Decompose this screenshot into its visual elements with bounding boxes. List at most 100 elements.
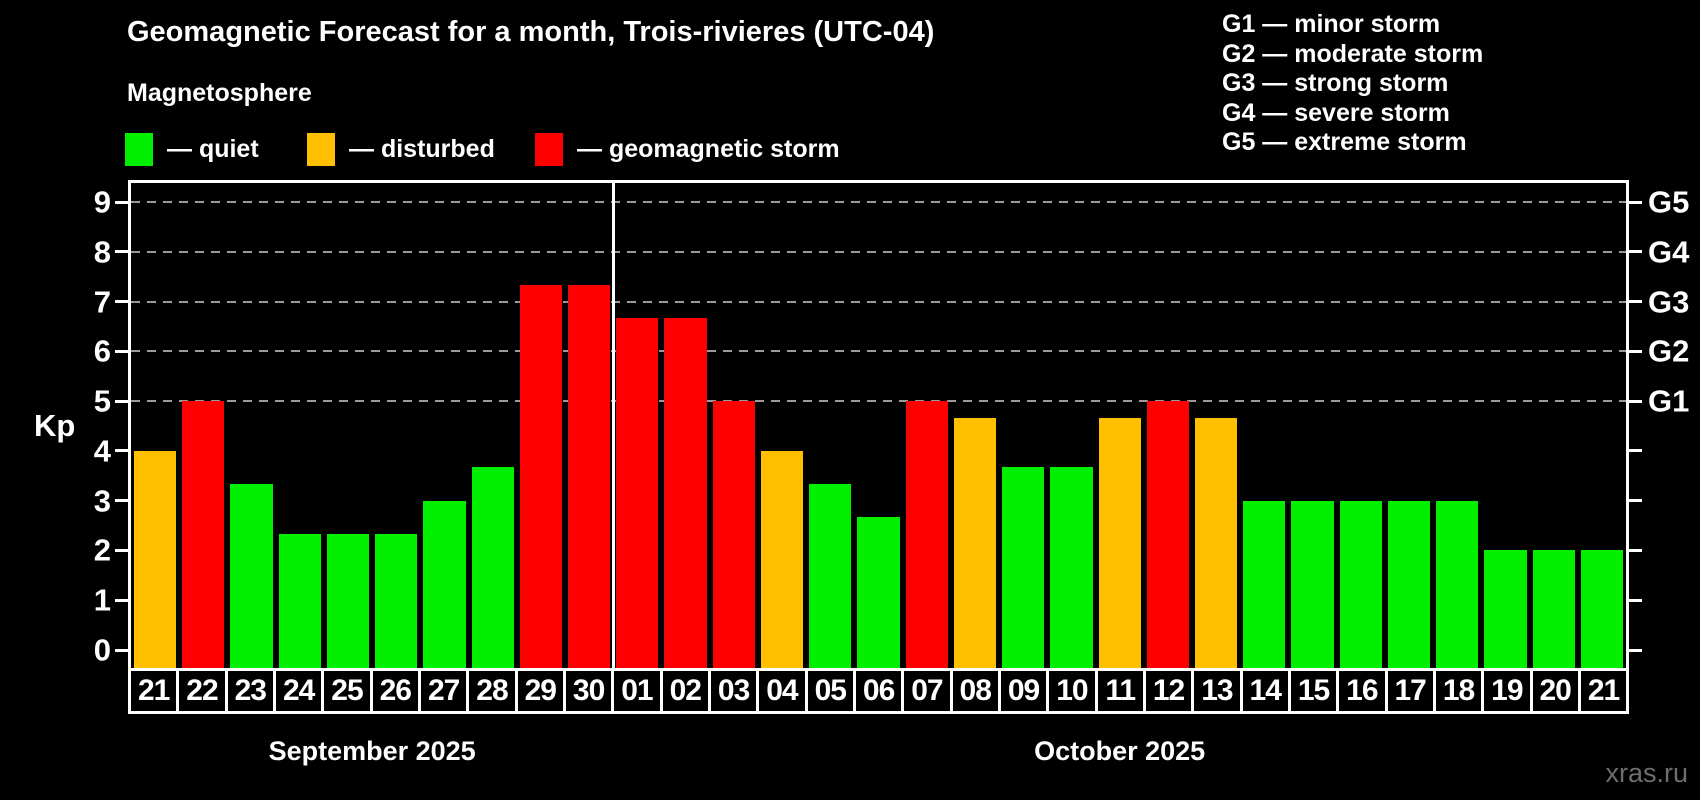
y-tick-right: [1629, 349, 1642, 353]
g5-legend-line: G5 — extreme storm: [1222, 128, 1467, 157]
y-tick-right: [1629, 648, 1642, 652]
y-tick-left: [115, 349, 128, 353]
day-label-box: 30: [566, 671, 615, 711]
day-label-box: 12: [1146, 671, 1195, 711]
day-label-box: 24: [276, 671, 325, 711]
y-axis-title: Kp: [34, 408, 76, 443]
gridline-kp8: [131, 250, 1626, 253]
y-tick-label-2: 2: [93, 532, 111, 568]
day-label-box: 07: [904, 671, 953, 711]
month-labels-row: September 2025 October 2025: [131, 736, 1626, 770]
y-tick-right: [1629, 548, 1642, 552]
day-label-box: 04: [759, 671, 808, 711]
day-label-box: 08: [953, 671, 1001, 711]
kp-bar-09: [1002, 467, 1045, 668]
kp-bar-22: [182, 401, 225, 668]
day-label-box: 02: [663, 671, 711, 711]
y-tick-label-6: 6: [93, 333, 111, 369]
storm-color-swatch: [535, 132, 563, 166]
kp-bar-04: [760, 450, 804, 668]
day-label-box: 15: [1291, 671, 1340, 711]
g2-legend-line: G2 — moderate storm: [1222, 39, 1484, 68]
kp-bar-28: [471, 467, 514, 668]
month-label-1: October 2025: [1034, 736, 1206, 766]
chart-plot-area: G1 G2 G3 G4 G5 0 1 2 3 4 5 6 7 8 9: [94, 183, 1689, 668]
day-label-box: 25: [324, 671, 373, 711]
y-tick-left: [115, 200, 128, 204]
day-label-box: 01: [614, 671, 663, 711]
day-label-box: 11: [1098, 671, 1146, 711]
y-tick-label-9: 9: [93, 184, 111, 220]
y-tick-left: [115, 548, 128, 552]
day-label-box: 10: [1049, 671, 1098, 711]
day-label-box: 06: [856, 671, 905, 711]
kp-bar-05: [809, 484, 852, 668]
g4-legend-line: G4 — severe storm: [1222, 98, 1450, 127]
day-label-box: 13: [1194, 671, 1243, 711]
kp-bar-24: [278, 534, 321, 668]
y-tick-left: [115, 598, 128, 602]
day-label-box: 09: [1001, 671, 1050, 711]
y-tick-right: [1629, 499, 1642, 503]
kp-bar-19: [1484, 550, 1527, 668]
page-title: Geomagnetic Forecast for a month, Trois-…: [127, 16, 935, 48]
kp-bar-17: [1387, 500, 1431, 668]
y-tick-left: [115, 399, 128, 403]
x-axis-day-labels: 21 22 23 24 25 26 27 28 29 30 01 02 03 04 05 06 07 08 09 10…: [128, 668, 1629, 714]
chart-plot-frame: G1 G2 G3 G4 G5 0 1 2 3 4 5 6 7 8 9: [94, 180, 1689, 671]
y-tick-left: [115, 499, 128, 503]
legend-label-disturbed: — disturbed: [349, 134, 495, 163]
kp-bar-25: [326, 534, 370, 668]
day-label-box: 20: [1533, 671, 1581, 711]
g-level-label-g5: G5: [1648, 184, 1690, 220]
g3-legend-line: G3 — strong storm: [1222, 69, 1449, 98]
kp-bar-11: [1098, 417, 1141, 668]
y-tick-label-3: 3: [93, 483, 111, 519]
day-label-box: 27: [421, 671, 470, 711]
day-label-box: 03: [711, 671, 760, 711]
y-tick-left: [115, 449, 128, 453]
kp-bar-27: [423, 500, 466, 668]
y-tick-label-1: 1: [93, 582, 111, 618]
y-tick-left: [115, 300, 128, 304]
kp-bar-02: [664, 318, 707, 668]
g-scale-legend: G1 — minor storm G2 — moderate storm G3 …: [1222, 10, 1483, 158]
legend-item-disturbed: — disturbed: [307, 132, 495, 166]
y-tick-label-0: 0: [93, 632, 111, 668]
kp-bar-21: [134, 450, 177, 668]
g-level-label-g2: G2: [1648, 333, 1690, 369]
month-label-0: September 2025: [268, 736, 476, 766]
kp-bar-13: [1194, 417, 1238, 668]
y-tick-left: [115, 250, 128, 254]
y-tick-left: [115, 648, 128, 652]
day-label-box: 22: [179, 671, 228, 711]
day-label-box: 18: [1436, 671, 1485, 711]
quiet-color-swatch: [125, 132, 153, 166]
kp-bar-18: [1436, 500, 1479, 668]
day-label-box: 29: [518, 671, 566, 711]
y-tick-right: [1629, 200, 1642, 204]
gridline-kp9: [131, 201, 1626, 204]
y-tick-right: [1629, 300, 1642, 304]
g1-legend-line: G1 — minor storm: [1222, 10, 1441, 38]
kp-bar-30: [568, 285, 611, 668]
day-label-box: 21: [1587, 674, 1620, 707]
kp-bar-16: [1339, 500, 1382, 668]
kp-bar-03: [712, 401, 755, 668]
legend-item-quiet: — quiet: [125, 132, 259, 166]
legend-item-storm: — geomagnetic storm: [535, 132, 840, 166]
g-level-label-g1: G1: [1648, 383, 1690, 419]
legend-label-quiet: — quiet: [167, 134, 259, 163]
day-label-box: 23: [228, 671, 276, 711]
legend-label-storm: — geomagnetic storm: [577, 134, 840, 163]
month-divider: [612, 183, 615, 668]
disturbed-color-swatch: [307, 132, 335, 166]
y-tick-right: [1629, 250, 1642, 254]
y-tick-label-5: 5: [93, 383, 111, 419]
day-label-box: 05: [808, 671, 856, 711]
kp-bar-26: [375, 534, 418, 668]
kp-bar-14: [1243, 500, 1286, 668]
day-label-box: 26: [373, 671, 421, 711]
y-tick-label-7: 7: [93, 284, 111, 320]
y-tick-right: [1629, 598, 1642, 602]
